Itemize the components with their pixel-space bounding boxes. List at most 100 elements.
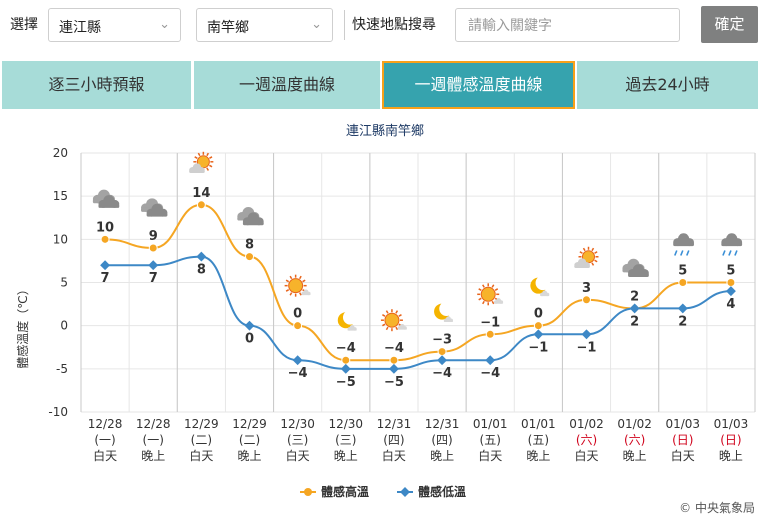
legend-label: 體感高溫 xyxy=(321,484,369,499)
point-high xyxy=(341,355,351,365)
data-label-high: 9 xyxy=(149,229,158,244)
search-input[interactable] xyxy=(455,8,680,42)
point-high xyxy=(533,321,543,331)
sun-ray xyxy=(298,275,302,280)
x-tick-period: 晚上 xyxy=(430,449,454,463)
sun-disc xyxy=(384,312,400,328)
x-tick-weekday: (日) xyxy=(720,433,741,447)
point-high xyxy=(437,347,447,357)
point-high xyxy=(196,200,206,210)
sun-ray xyxy=(482,300,485,305)
sun-ray xyxy=(594,251,598,254)
point-low xyxy=(388,363,399,374)
rain-icon xyxy=(721,233,743,256)
data-label-low: 2 xyxy=(678,314,687,329)
x-tick-weekday: (六) xyxy=(576,433,597,447)
quick-search-label: 快速地點搜尋 xyxy=(352,17,436,33)
point-high xyxy=(726,278,736,287)
sun-ray xyxy=(197,152,201,157)
data-label-high: 8 xyxy=(245,238,254,253)
confirm-button[interactable]: 確定 xyxy=(701,6,758,43)
chevron-down-icon: ⌄ xyxy=(311,17,322,32)
data-label-high: −1 xyxy=(480,315,500,330)
township-select[interactable]: 南竿鄉 ⌄ xyxy=(196,8,333,42)
point-low xyxy=(196,251,207,262)
sun-ray xyxy=(582,247,586,252)
rain-drop xyxy=(674,250,678,256)
x-tick-weekday: (五) xyxy=(528,433,549,447)
series-line-low xyxy=(105,255,731,370)
county-select[interactable]: 連江縣 ⌄ xyxy=(48,8,181,42)
cloud-base xyxy=(189,170,205,173)
point-low xyxy=(581,329,592,340)
x-tick-date: 12/28 xyxy=(136,417,171,431)
rain-drop xyxy=(722,250,726,256)
sun-ray xyxy=(398,314,402,317)
x-tick-weekday: (二) xyxy=(239,433,260,447)
rain-drop xyxy=(728,250,732,256)
moon-shadow xyxy=(535,275,550,291)
tab-weekly-apparent-temperature[interactable]: 一週體感溫度曲線 xyxy=(382,61,575,109)
moon-cloud-icon xyxy=(530,275,550,297)
data-label-high: −4 xyxy=(384,341,404,356)
cloud-base xyxy=(347,328,357,331)
legend-item-low: 體感低溫 xyxy=(397,484,466,499)
point-low xyxy=(629,303,640,314)
point-high xyxy=(100,234,110,244)
x-tick-period: 晚上 xyxy=(237,449,261,463)
data-label-high: 14 xyxy=(192,186,210,201)
data-label-high: 0 xyxy=(534,307,543,322)
data-label-low: 7 xyxy=(101,271,110,286)
x-tick-period: 白天 xyxy=(574,448,598,463)
x-tick-date: 12/31 xyxy=(425,417,460,431)
cloudy-night-icon xyxy=(622,258,649,277)
sun-ray xyxy=(382,323,386,327)
rain-drop xyxy=(686,250,690,256)
sun-icon xyxy=(284,274,311,297)
tab-past-24-hours[interactable]: 過去24小時 xyxy=(577,61,758,109)
rain-icon xyxy=(673,233,694,256)
data-label-low: 0 xyxy=(245,332,254,347)
cloudy-night-icon xyxy=(141,198,168,217)
x-tick-period: 白天 xyxy=(93,448,117,463)
tab-weekly-temperature[interactable]: 一週溫度曲線 xyxy=(194,61,380,109)
x-tick-weekday: (二) xyxy=(191,433,212,447)
weather-icons xyxy=(92,151,743,332)
y-tick-label: 0 xyxy=(60,319,68,333)
sun-ray xyxy=(491,284,495,288)
point-low xyxy=(244,320,255,331)
sun-ray xyxy=(382,314,386,317)
x-tick-weekday: (五) xyxy=(480,433,501,447)
data-label-low: −1 xyxy=(577,340,597,355)
data-label-high: 3 xyxy=(582,281,591,296)
x-tick-date: 01/02 xyxy=(569,417,604,431)
legend-label: 體感低溫 xyxy=(418,484,466,499)
sun-ray xyxy=(209,156,213,159)
cloud-base xyxy=(540,294,550,297)
x-tick-period: 晚上 xyxy=(623,449,647,463)
county-value: 連江縣 xyxy=(59,20,101,36)
tab-3hour-forecast[interactable]: 逐三小時預報 xyxy=(2,61,191,109)
cloud-base xyxy=(494,302,504,304)
data-label-low: −4 xyxy=(288,366,308,381)
x-tick-weekday: (三) xyxy=(335,433,356,447)
point-low xyxy=(677,303,688,314)
sun-ray xyxy=(478,297,482,301)
data-label-high: 0 xyxy=(293,307,302,322)
point-low xyxy=(437,355,448,366)
y-tick-label: -10 xyxy=(48,405,68,419)
sun-icon xyxy=(380,309,407,332)
cloud-base xyxy=(301,293,311,296)
y-axis-title: 體感溫度（℃） xyxy=(15,283,30,368)
point-low xyxy=(292,355,303,366)
y-tick-label: 15 xyxy=(53,189,68,203)
x-tick-weekday: (一) xyxy=(94,433,115,447)
point-high xyxy=(293,321,303,331)
x-tick-date: 01/01 xyxy=(521,417,556,431)
sun-ray xyxy=(289,292,293,296)
x-tick-period: 晚上 xyxy=(719,449,743,463)
point-high xyxy=(582,295,591,305)
select-label: 選擇 xyxy=(10,17,38,33)
x-tick-weekday: (四) xyxy=(431,433,452,447)
